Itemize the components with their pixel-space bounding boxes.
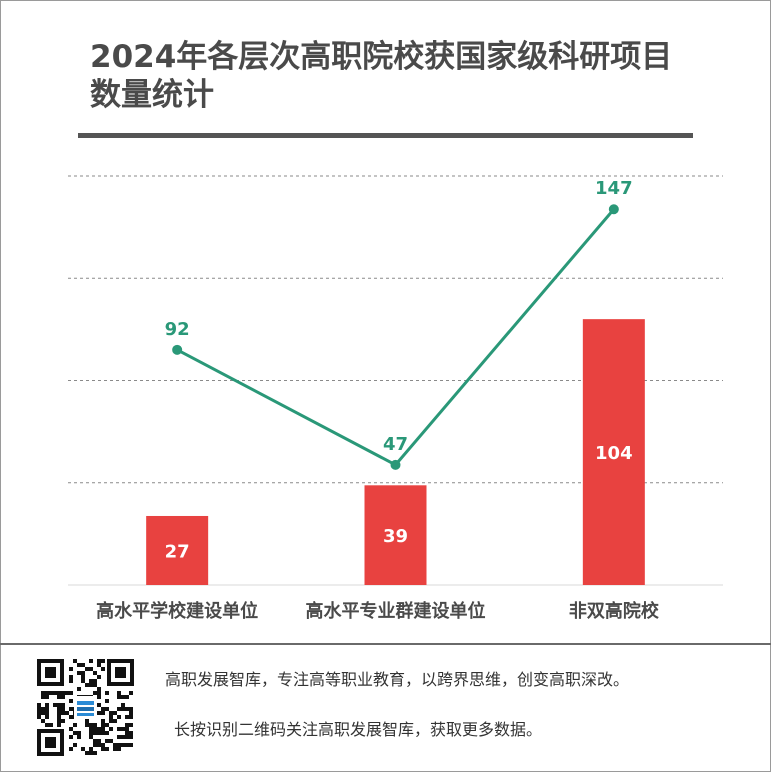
x-tick-label: 非双高院校 xyxy=(569,600,660,622)
qr-code-icon xyxy=(37,659,134,756)
x-tick-label: 高水平专业群建设单位 xyxy=(306,600,486,622)
bar xyxy=(582,319,645,585)
chart-title-line-2: 数量统计 xyxy=(90,77,214,113)
line-value-label: 92 xyxy=(165,319,190,340)
chart-title-line-1: 2024年各层次高职院校获国家级科研项目 xyxy=(90,39,673,75)
bar xyxy=(364,485,427,585)
title-underline xyxy=(78,133,693,138)
line-value-label: 147 xyxy=(595,178,633,199)
footer-slogan: 高职发展智库，专注高等职业教育，以跨界思维，创变高职深改。 xyxy=(165,670,630,689)
line-series xyxy=(176,208,615,467)
bar-value-label: 39 xyxy=(383,526,408,547)
bar xyxy=(146,515,209,585)
bar-value-label: 104 xyxy=(595,443,633,464)
chart-title: 2024年各层次高职院校获国家级科研项目 数量统计 xyxy=(90,38,710,114)
line-point xyxy=(390,459,401,470)
footer-divider xyxy=(0,643,771,645)
footer-qr-hint: 长按识别二维码关注高职发展智库，获取更多数据。 xyxy=(174,720,543,739)
line-point xyxy=(608,204,619,215)
chart-plot: 27 39 104 92 47 147 高水平学校建设单位 高水平专业群建设单位 非双高院校 xyxy=(68,175,723,622)
line-point xyxy=(172,344,183,355)
x-tick-label: 高水平学校建设单位 xyxy=(96,600,258,622)
line-value-label: 47 xyxy=(383,434,408,455)
bar-value-label: 27 xyxy=(165,541,190,562)
